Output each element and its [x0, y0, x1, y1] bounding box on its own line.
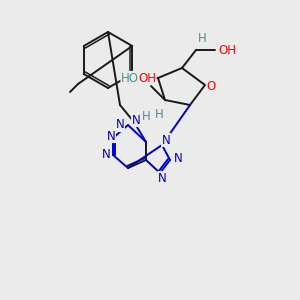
Text: H: H: [154, 109, 164, 122]
Text: OH: OH: [218, 44, 236, 56]
Text: N: N: [132, 113, 140, 127]
Text: OH: OH: [138, 71, 156, 85]
Text: N: N: [174, 152, 182, 164]
Text: N: N: [158, 172, 166, 184]
Text: O: O: [206, 80, 216, 92]
Text: HO: HO: [121, 71, 139, 85]
Text: N: N: [106, 130, 116, 142]
Text: H: H: [142, 110, 150, 122]
Text: N: N: [162, 134, 170, 146]
Text: N: N: [116, 118, 124, 131]
Text: H: H: [198, 32, 206, 44]
Text: N: N: [102, 148, 110, 161]
